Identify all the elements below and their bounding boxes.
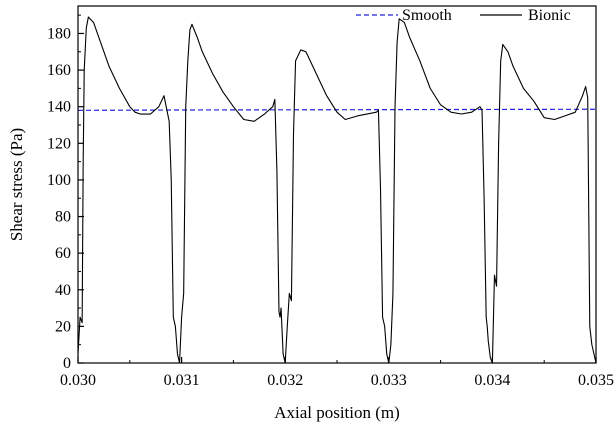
x-tick-label: 0.031 xyxy=(164,372,200,389)
legend-label-bionic: Bionic xyxy=(528,7,571,24)
bionic-line xyxy=(77,16,597,364)
x-tick-label: 0.032 xyxy=(267,372,303,389)
x-axis-label: Axial position (m) xyxy=(274,403,400,422)
y-tick-label: 180 xyxy=(47,25,71,42)
y-tick-label: 140 xyxy=(47,99,71,116)
y-tick-label: 60 xyxy=(55,245,71,262)
series-smooth xyxy=(77,108,597,111)
plot-frame xyxy=(77,5,597,364)
y-tick-label: 100 xyxy=(47,172,71,189)
y-axis-label: Shear stress (Pa) xyxy=(7,128,26,241)
x-tick-label: 0.033 xyxy=(371,372,407,389)
series-bionic xyxy=(77,16,597,364)
y-axis-ticks: 0 20 40 60 80 100 120 140 160 180 xyxy=(47,14,84,372)
smooth-line xyxy=(77,108,597,111)
series-layer xyxy=(77,16,597,364)
legend: Smooth Bionic xyxy=(356,7,571,24)
y-tick-label: 160 xyxy=(47,62,71,79)
x-tick-label: 0.035 xyxy=(578,372,614,389)
y-tick-label: 0 xyxy=(63,355,71,372)
y-tick-label: 40 xyxy=(55,282,71,299)
x-tick-label: 0.030 xyxy=(60,372,96,389)
legend-label-smooth: Smooth xyxy=(402,7,452,24)
x-axis-ticks: 0.030 0.031 0.032 0.033 0.034 0.035 xyxy=(60,357,614,389)
x-tick-label: 0.034 xyxy=(474,372,510,389)
y-tick-label: 120 xyxy=(47,135,71,152)
y-tick-label: 20 xyxy=(55,318,71,335)
y-tick-label: 80 xyxy=(55,209,71,226)
